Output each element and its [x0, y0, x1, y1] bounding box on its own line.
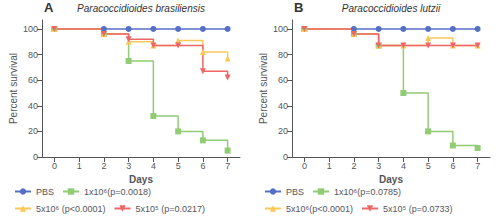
svg-text:100: 100	[273, 24, 288, 34]
svg-text:3: 3	[126, 161, 131, 171]
svg-text:60: 60	[278, 75, 288, 85]
svg-text:0: 0	[302, 161, 307, 171]
svg-text:60: 60	[28, 75, 38, 85]
svg-text:5: 5	[426, 161, 431, 171]
svg-text:5: 5	[176, 161, 181, 171]
svg-text:0: 0	[283, 152, 288, 162]
svg-text:1x10⁶(p=0.0018): 1x10⁶(p=0.0018)	[84, 187, 151, 197]
svg-text:Paracoccidioides brasiliensis: Paracoccidioides brasiliensis	[77, 3, 205, 14]
svg-text:Paracoccidioides lutzii: Paracoccidioides lutzii	[342, 3, 441, 14]
svg-text:3: 3	[376, 161, 381, 171]
svg-text:7: 7	[225, 161, 230, 171]
svg-text:2: 2	[351, 161, 356, 171]
svg-text:0: 0	[33, 152, 38, 162]
svg-text:5x10⁵ (p=0.0217): 5x10⁵ (p=0.0217)	[136, 204, 206, 214]
svg-text:40: 40	[278, 101, 288, 111]
svg-text:5x10⁶(p<0.0001): 5x10⁶(p<0.0001)	[286, 204, 353, 214]
svg-text:5x10⁵ (p=0.0733): 5x10⁵ (p=0.0733)	[383, 204, 453, 214]
svg-text:5x10⁶ (p<0.0001): 5x10⁶ (p<0.0001)	[36, 204, 106, 214]
svg-text:100: 100	[23, 24, 38, 34]
svg-text:PBS: PBS	[36, 187, 54, 197]
svg-text:20: 20	[278, 126, 288, 136]
svg-text:7: 7	[475, 161, 480, 171]
svg-text:80: 80	[278, 50, 288, 60]
svg-text:40: 40	[28, 101, 38, 111]
svg-text:Days: Days	[379, 174, 403, 185]
svg-text:1: 1	[327, 161, 332, 171]
svg-text:Days: Days	[129, 174, 153, 185]
svg-text:A: A	[44, 0, 54, 15]
svg-text:4: 4	[401, 161, 406, 171]
svg-text:6: 6	[200, 161, 205, 171]
svg-text:0: 0	[52, 161, 57, 171]
svg-text:1x10⁶(p=0.0785): 1x10⁶(p=0.0785)	[334, 187, 401, 197]
svg-text:Percent survival: Percent survival	[258, 53, 269, 124]
svg-text:2: 2	[101, 161, 106, 171]
svg-text:20: 20	[28, 126, 38, 136]
svg-text:Percent survival: Percent survival	[8, 53, 19, 124]
svg-text:4: 4	[151, 161, 156, 171]
svg-text:80: 80	[28, 50, 38, 60]
svg-text:B: B	[294, 0, 303, 15]
svg-text:PBS: PBS	[286, 187, 304, 197]
svg-text:1: 1	[77, 161, 82, 171]
svg-text:6: 6	[450, 161, 455, 171]
